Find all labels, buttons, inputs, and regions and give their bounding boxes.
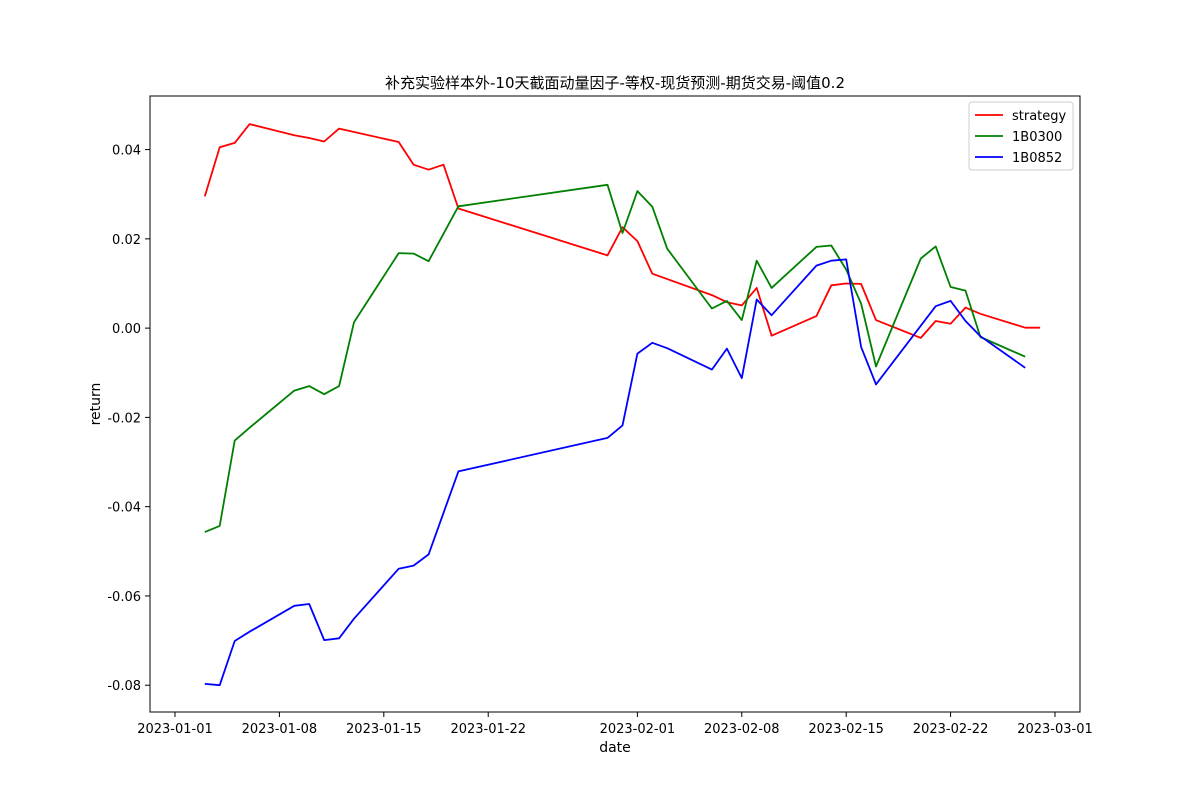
series-group	[203, 123, 1041, 687]
y-axis-label: return	[88, 383, 104, 426]
chart-title: 补充实验样本外-10天截面动量因子-等权-现货预测-期货交易-阈值0.2	[385, 74, 845, 92]
y-axis: -0.08 -0.06 -0.04 -0.02 0.00 0.02 0.04	[107, 144, 150, 694]
y-tick-label: 0.00	[112, 322, 141, 337]
y-tick-label: -0.02	[107, 411, 141, 426]
y-tick-label: 0.04	[112, 144, 141, 159]
x-tick-label: 2023-03-01	[1017, 722, 1093, 737]
x-tick-label: 2023-01-01	[137, 722, 213, 737]
legend-label: 1B0300	[1012, 130, 1062, 145]
y-tick-label: -0.06	[107, 590, 141, 605]
legend-label: 1B0852	[1012, 151, 1062, 166]
x-tick-label: 2023-02-01	[600, 722, 676, 737]
x-tick-label: 2023-01-08	[242, 722, 318, 737]
x-tick-label: 2023-02-08	[704, 722, 780, 737]
y-tick-label: -0.04	[107, 501, 141, 516]
series-line-1b0852	[204, 258, 1026, 687]
legend: strategy 1B0300 1B0852	[968, 101, 1074, 171]
legend-label: strategy	[1012, 109, 1067, 124]
x-tick-label: 2023-01-22	[450, 722, 526, 737]
y-tick-label: 0.02	[112, 233, 141, 248]
x-tick-label: 2023-02-15	[808, 722, 884, 737]
legend-frame	[968, 101, 1074, 171]
x-tick-label: 2023-02-22	[913, 722, 989, 737]
x-tick-label: 2023-01-15	[346, 722, 422, 737]
plot-area	[149, 95, 1081, 713]
y-tick-label: -0.08	[107, 679, 141, 694]
series-line-strategy	[203, 123, 1041, 339]
series-line-1b0300	[204, 183, 1026, 533]
plot-frame	[149, 95, 1081, 713]
x-axis: 2023-01-01 2023-01-08 2023-01-15 2023-01-22…	[137, 712, 1093, 737]
x-axis-label: date	[599, 740, 631, 756]
